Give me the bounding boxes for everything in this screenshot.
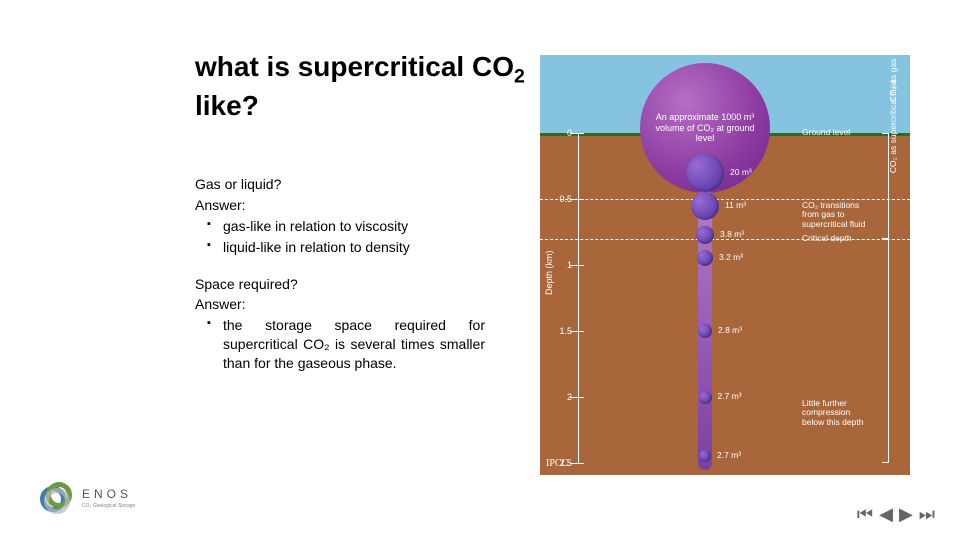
list-item: gas-like in relation to viscosity <box>195 217 485 236</box>
volume-bubble <box>691 192 719 220</box>
enos-logo: ENOS CO₂ Geological Storage <box>40 482 135 512</box>
co2-depth-diagram: An approximate 1000 m³ volume of CO₂ at … <box>540 55 910 475</box>
axis-tick-label: 0 <box>550 128 572 138</box>
title-pre: what is supercritical CO <box>195 51 514 82</box>
axis-tick <box>570 331 584 332</box>
surface-bubble-text: An approximate 1000 m³ volume of CO₂ at … <box>650 112 760 144</box>
axis-tick-label: 1 <box>550 260 572 270</box>
axis-tick <box>570 265 584 266</box>
q1-bullets: gas-like in relation to viscosity liquid… <box>195 217 485 257</box>
logo-letters: ENOS <box>82 487 132 501</box>
bracket-label: CO₂ as supercritical fluid <box>889 14 899 238</box>
axis-tick-label: 2.5 <box>550 458 572 468</box>
volume-label: 3.8 m³ <box>720 229 744 239</box>
volume-bubble <box>699 391 712 404</box>
volume-bubble <box>686 154 724 192</box>
volume-label: 2.7 m³ <box>718 391 742 401</box>
title-post: like? <box>195 90 259 121</box>
slide-nav: ⏮ ◀ ▶ ⏭ <box>857 504 935 525</box>
text-column: Gas or liquid? Answer: gas-like in relat… <box>195 175 485 391</box>
list-item: liquid-like in relation to density <box>195 238 485 257</box>
logo-text-wrap: ENOS CO₂ Geological Storage <box>82 485 135 509</box>
volume-label: 11 m³ <box>725 200 746 210</box>
bracket-line <box>888 239 889 463</box>
right-label: Little further compression below this de… <box>802 399 874 428</box>
right-label: Critical depth <box>802 234 874 244</box>
q1-answer-label: Answer: <box>195 196 485 215</box>
q2-answer-label: Answer: <box>195 295 485 314</box>
right-label: Ground level <box>802 128 874 138</box>
nav-next-icon[interactable]: ⏭ <box>919 504 935 525</box>
volume-label: 2.8 m³ <box>718 325 742 335</box>
axis-tick-label: 1.5 <box>550 326 572 336</box>
list-item: the storage space required for supercrit… <box>195 316 485 373</box>
axis-tick <box>570 397 584 398</box>
q1: Gas or liquid? <box>195 175 485 194</box>
nav-play-icon[interactable]: ▶ <box>899 504 913 525</box>
q2-bullets: the storage space required for supercrit… <box>195 316 485 373</box>
nav-prev-icon[interactable]: ◀ <box>879 504 893 525</box>
logo-mark <box>40 482 74 512</box>
depth-axis-label: Depth (km) <box>544 250 554 295</box>
axis-tick <box>570 463 584 464</box>
volume-bubble <box>698 324 712 338</box>
axis-tick <box>570 133 584 134</box>
right-label: CO₂ transitions from gas to supercritica… <box>802 201 874 230</box>
volume-label: 3.2 m³ <box>719 252 743 262</box>
slide-title: what is supercritical CO2 like? <box>195 50 525 123</box>
title-sub: 2 <box>514 66 525 88</box>
nav-first-icon[interactable]: ⏮ <box>857 504 873 525</box>
axis-tick-label: 2 <box>550 392 572 402</box>
volume-label: 20 m³ <box>730 167 752 177</box>
volume-label: 2.7 m³ <box>717 450 741 460</box>
depth-axis <box>578 133 579 463</box>
logo-subtitle: CO₂ Geological Storage <box>82 503 135 509</box>
q2: Space required? <box>195 275 485 294</box>
volume-bubble <box>696 226 714 244</box>
